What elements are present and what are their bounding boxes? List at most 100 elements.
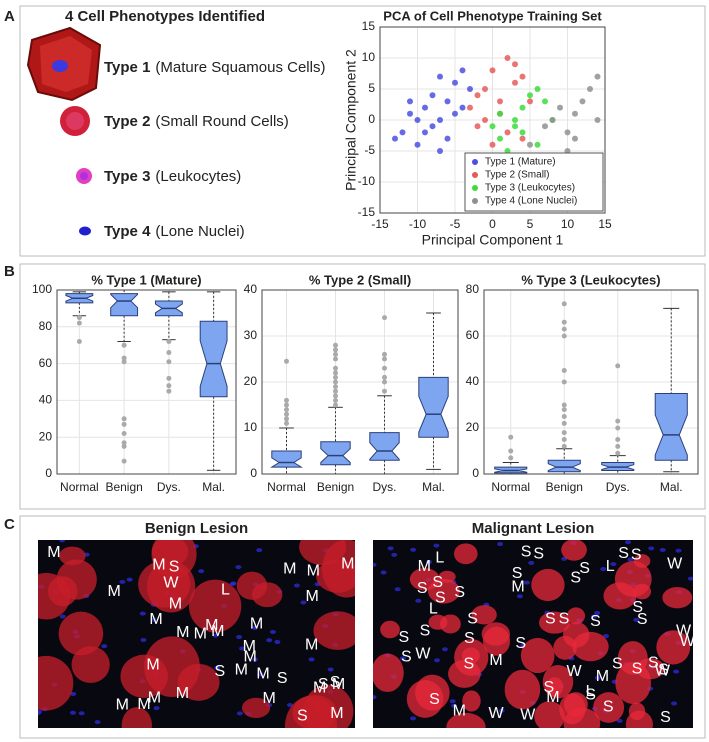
outlier — [333, 384, 338, 390]
point — [534, 86, 541, 92]
cell-letter: S — [399, 629, 410, 646]
outlier — [284, 402, 289, 408]
cell-letter: M — [263, 690, 276, 707]
cell-letter: S — [632, 661, 643, 678]
panel-b-frame — [19, 263, 706, 510]
cell — [656, 630, 691, 665]
cell-letter: M — [243, 638, 256, 655]
nucleus — [59, 540, 66, 543]
nucleus — [236, 711, 243, 716]
cell-letter: S — [464, 655, 475, 672]
cell — [144, 636, 200, 698]
nucleus — [426, 559, 433, 564]
x-axis-label: Principal Component 1 — [422, 232, 564, 248]
box — [654, 393, 688, 461]
cell — [321, 540, 355, 598]
outlier — [121, 359, 127, 365]
cell — [561, 540, 587, 561]
nucleus — [451, 703, 458, 708]
point — [444, 98, 451, 105]
point — [587, 86, 593, 92]
nucleus — [687, 576, 693, 581]
outlier — [284, 420, 289, 426]
cell — [303, 684, 354, 728]
nucleus — [433, 543, 440, 548]
point — [452, 110, 458, 117]
point — [407, 98, 413, 105]
nucleus — [139, 611, 146, 616]
cell-letter: W — [667, 555, 683, 572]
cell-letter: M — [108, 583, 121, 600]
cell — [313, 611, 355, 650]
cell — [546, 677, 564, 697]
outlier — [284, 411, 289, 417]
outlier — [333, 365, 338, 371]
cell-letter: M — [146, 657, 159, 674]
cell — [632, 583, 652, 600]
cell-letter: S — [533, 545, 544, 562]
outlier — [333, 397, 338, 403]
nucleus — [38, 709, 42, 714]
point — [407, 110, 413, 117]
nucleus — [70, 692, 77, 697]
nucleus — [251, 657, 258, 662]
point — [512, 79, 518, 86]
cell-letter: M — [489, 652, 502, 669]
cell-letter: S — [660, 709, 671, 726]
outlier — [333, 393, 338, 399]
cell — [628, 702, 646, 721]
cell — [481, 622, 511, 646]
cell-letter: S — [467, 610, 478, 627]
x-tick-label: Normal — [491, 480, 530, 494]
outlier — [121, 342, 127, 348]
cell-letter: S — [545, 610, 556, 627]
point — [527, 92, 533, 99]
point — [489, 123, 496, 130]
cell-letter: W — [415, 646, 431, 663]
nucleus — [230, 581, 237, 586]
point — [512, 117, 518, 123]
nucleus — [600, 567, 607, 572]
cell-letter: M — [149, 611, 162, 628]
nucleus — [602, 634, 609, 639]
point — [572, 135, 578, 142]
cell — [373, 653, 404, 693]
cell-letter: M — [283, 561, 296, 578]
cell-letter: W — [676, 622, 692, 639]
nucleus — [591, 614, 598, 619]
point — [437, 148, 443, 154]
cell-letter: M — [176, 624, 189, 641]
cell — [121, 707, 152, 728]
cell-letter: M — [47, 544, 60, 561]
cell-letter: S — [454, 584, 465, 601]
cell-letter: S — [603, 699, 614, 716]
axes-frame — [483, 289, 699, 475]
nucleus — [528, 560, 535, 565]
cell-letter: S — [420, 623, 431, 640]
nucleus — [140, 637, 147, 642]
outlier — [121, 421, 127, 427]
nucleus — [373, 562, 377, 567]
point — [474, 92, 481, 99]
x-tick-label: Mal. — [422, 480, 445, 494]
cell-letter: M — [453, 703, 466, 720]
nucleus — [449, 699, 456, 704]
nucleus — [235, 565, 242, 570]
type-name: Type 1 — [104, 59, 150, 76]
outlier — [561, 402, 567, 408]
point — [414, 141, 421, 148]
point — [467, 104, 473, 111]
point — [527, 98, 533, 105]
outlier — [615, 437, 621, 442]
outlier — [284, 358, 289, 364]
y-tick-label: 10 — [244, 420, 258, 434]
outlier — [333, 388, 338, 394]
point — [504, 129, 511, 136]
cell — [531, 568, 565, 602]
cell — [415, 674, 450, 711]
outlier — [561, 430, 567, 436]
point — [534, 141, 541, 148]
point — [399, 129, 406, 136]
chart-title: PCA of Cell Phenotype Training Set — [383, 8, 602, 23]
